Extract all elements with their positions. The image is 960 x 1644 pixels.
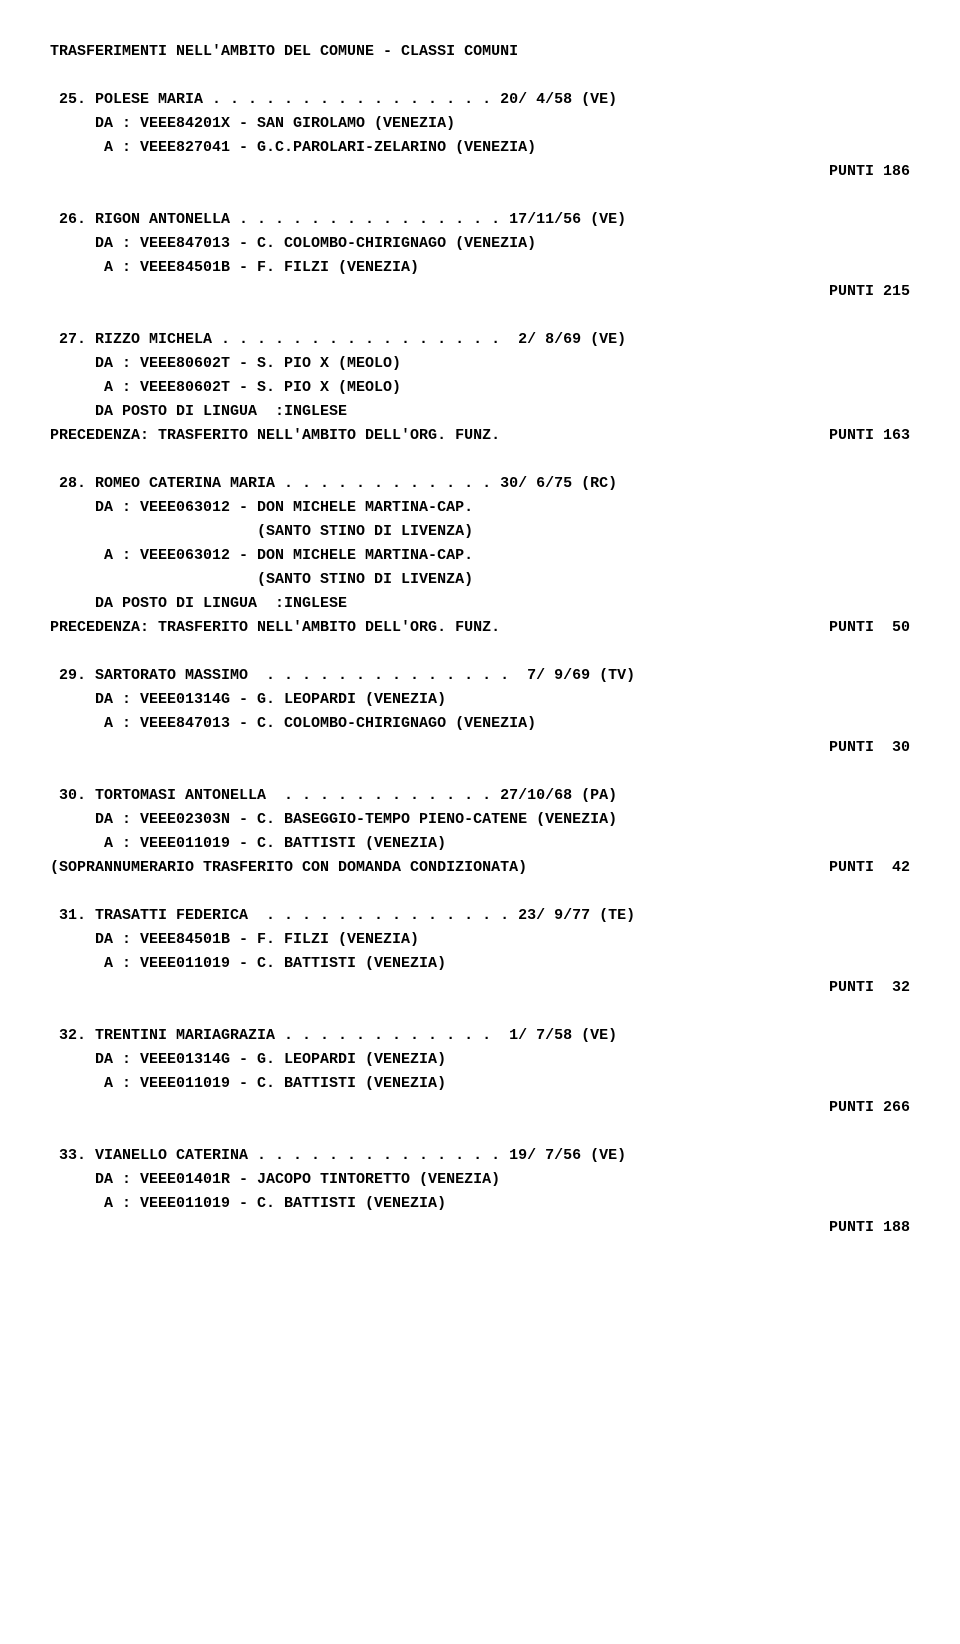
- entry-punti-row: PUNTI 32: [50, 976, 910, 1000]
- entry-da: DA : VEEE01401R - JACOPO TINTORETTO (VEN…: [50, 1168, 910, 1192]
- entry-header: 30. TORTOMASI ANTONELLA . . . . . . . . …: [50, 784, 910, 808]
- entry-da: DA : VEEE063012 - DON MICHELE MARTINA-CA…: [50, 496, 910, 520]
- entry-header: 25. POLESE MARIA . . . . . . . . . . . .…: [50, 88, 910, 112]
- entry-a: A : VEEE84501B - F. FILZI (VENEZIA): [50, 256, 910, 280]
- precedenza-text: PRECEDENZA: TRASFERITO NELL'AMBITO DELL'…: [50, 424, 500, 448]
- spacer: [50, 280, 59, 304]
- entry-da: DA : VEEE01314G - G. LEOPARDI (VENEZIA): [50, 1048, 910, 1072]
- spacer: [50, 976, 59, 1000]
- entry-header: 31. TRASATTI FEDERICA . . . . . . . . . …: [50, 904, 910, 928]
- entry-da: DA : VEEE80602T - S. PIO X (MEOLO): [50, 352, 910, 376]
- spacer: [50, 736, 59, 760]
- entry-precedenza: PRECEDENZA: TRASFERITO NELL'AMBITO DELL'…: [50, 616, 910, 640]
- entry-item: 31. TRASATTI FEDERICA . . . . . . . . . …: [50, 904, 910, 1000]
- precedenza-punti: PUNTI 163: [829, 424, 910, 448]
- entry-da: DA : VEEE02303N - C. BASEGGIO-TEMPO PIEN…: [50, 808, 910, 832]
- entry-a: A : VEEE827041 - G.C.PAROLARI-ZELARINO (…: [50, 136, 910, 160]
- entry-item: 30. TORTOMASI ANTONELLA . . . . . . . . …: [50, 784, 910, 880]
- entry-punti-row: PUNTI 30: [50, 736, 910, 760]
- document-title: TRASFERIMENTI NELL'AMBITO DEL COMUNE - C…: [50, 40, 910, 64]
- entry-name: 28. ROMEO CATERINA MARIA . . . . . . . .…: [50, 472, 617, 496]
- entry-header: 28. ROMEO CATERINA MARIA . . . . . . . .…: [50, 472, 910, 496]
- entry-item: 28. ROMEO CATERINA MARIA . . . . . . . .…: [50, 472, 910, 640]
- spacer: [50, 160, 59, 184]
- entry-lingua: DA POSTO DI LINGUA :INGLESE: [50, 400, 910, 424]
- entry-item: 27. RIZZO MICHELA . . . . . . . . . . . …: [50, 328, 910, 448]
- entry-a: A : VEEE063012 - DON MICHELE MARTINA-CAP…: [50, 544, 910, 568]
- entry-punti-row: PUNTI 215: [50, 280, 910, 304]
- entry-header: 32. TRENTINI MARIAGRAZIA . . . . . . . .…: [50, 1024, 910, 1048]
- entry-punti-row: PUNTI 186: [50, 160, 910, 184]
- entries-list: 25. POLESE MARIA . . . . . . . . . . . .…: [50, 88, 910, 1240]
- entry-name: 26. RIGON ANTONELLA . . . . . . . . . . …: [50, 208, 626, 232]
- entry-name: 31. TRASATTI FEDERICA . . . . . . . . . …: [50, 904, 635, 928]
- soprannumerario-text: (SOPRANNUMERARIO TRASFERITO CON DOMANDA …: [50, 856, 527, 880]
- entry-a: A : VEEE011019 - C. BATTISTI (VENEZIA): [50, 1072, 910, 1096]
- entry-a: A : VEEE847013 - C. COLOMBO-CHIRIGNAGO (…: [50, 712, 910, 736]
- entry-name: 27. RIZZO MICHELA . . . . . . . . . . . …: [50, 328, 626, 352]
- entry-da: DA : VEEE84201X - SAN GIROLAMO (VENEZIA): [50, 112, 910, 136]
- entry-punti: PUNTI 30: [829, 736, 910, 760]
- entry-da: DA : VEEE01314G - G. LEOPARDI (VENEZIA): [50, 688, 910, 712]
- entry-da: DA : VEEE84501B - F. FILZI (VENEZIA): [50, 928, 910, 952]
- entry-punti: PUNTI 186: [829, 160, 910, 184]
- entry-name: 30. TORTOMASI ANTONELLA . . . . . . . . …: [50, 784, 617, 808]
- entry-lingua: DA POSTO DI LINGUA :INGLESE: [50, 592, 910, 616]
- entry-item: 26. RIGON ANTONELLA . . . . . . . . . . …: [50, 208, 910, 304]
- entry-name: 32. TRENTINI MARIAGRAZIA . . . . . . . .…: [50, 1024, 617, 1048]
- entry-punti: PUNTI 266: [829, 1096, 910, 1120]
- entry-punti: PUNTI 215: [829, 280, 910, 304]
- spacer: [50, 1216, 59, 1240]
- entry-item: 33. VIANELLO CATERINA . . . . . . . . . …: [50, 1144, 910, 1240]
- entry-name: 29. SARTORATO MASSIMO . . . . . . . . . …: [50, 664, 635, 688]
- soprannumerario-punti: PUNTI 42: [829, 856, 910, 880]
- entry-punti-row: PUNTI 266: [50, 1096, 910, 1120]
- entry-header: 27. RIZZO MICHELA . . . . . . . . . . . …: [50, 328, 910, 352]
- entry-punti: PUNTI 32: [829, 976, 910, 1000]
- entry-name: 25. POLESE MARIA . . . . . . . . . . . .…: [50, 88, 617, 112]
- entry-header: 26. RIGON ANTONELLA . . . . . . . . . . …: [50, 208, 910, 232]
- entry-item: 29. SARTORATO MASSIMO . . . . . . . . . …: [50, 664, 910, 760]
- precedenza-punti: PUNTI 50: [829, 616, 910, 640]
- entry-punti-row: PUNTI 188: [50, 1216, 910, 1240]
- entry-name: 33. VIANELLO CATERINA . . . . . . . . . …: [50, 1144, 626, 1168]
- entry-soprannumerario: (SOPRANNUMERARIO TRASFERITO CON DOMANDA …: [50, 856, 910, 880]
- entry-a: A : VEEE80602T - S. PIO X (MEOLO): [50, 376, 910, 400]
- entry-header: 29. SARTORATO MASSIMO . . . . . . . . . …: [50, 664, 910, 688]
- entry-a: A : VEEE011019 - C. BATTISTI (VENEZIA): [50, 832, 910, 856]
- entry-a: A : VEEE011019 - C. BATTISTI (VENEZIA): [50, 1192, 910, 1216]
- entry-item: 32. TRENTINI MARIAGRAZIA . . . . . . . .…: [50, 1024, 910, 1120]
- entry-header: 33. VIANELLO CATERINA . . . . . . . . . …: [50, 1144, 910, 1168]
- entry-da: DA : VEEE847013 - C. COLOMBO-CHIRIGNAGO …: [50, 232, 910, 256]
- spacer: [50, 1096, 59, 1120]
- entry-item: 25. POLESE MARIA . . . . . . . . . . . .…: [50, 88, 910, 184]
- precedenza-text: PRECEDENZA: TRASFERITO NELL'AMBITO DELL'…: [50, 616, 500, 640]
- entry-da-cont: (SANTO STINO DI LIVENZA): [50, 520, 910, 544]
- entry-precedenza: PRECEDENZA: TRASFERITO NELL'AMBITO DELL'…: [50, 424, 910, 448]
- entry-a: A : VEEE011019 - C. BATTISTI (VENEZIA): [50, 952, 910, 976]
- entry-punti: PUNTI 188: [829, 1216, 910, 1240]
- entry-a-cont: (SANTO STINO DI LIVENZA): [50, 568, 910, 592]
